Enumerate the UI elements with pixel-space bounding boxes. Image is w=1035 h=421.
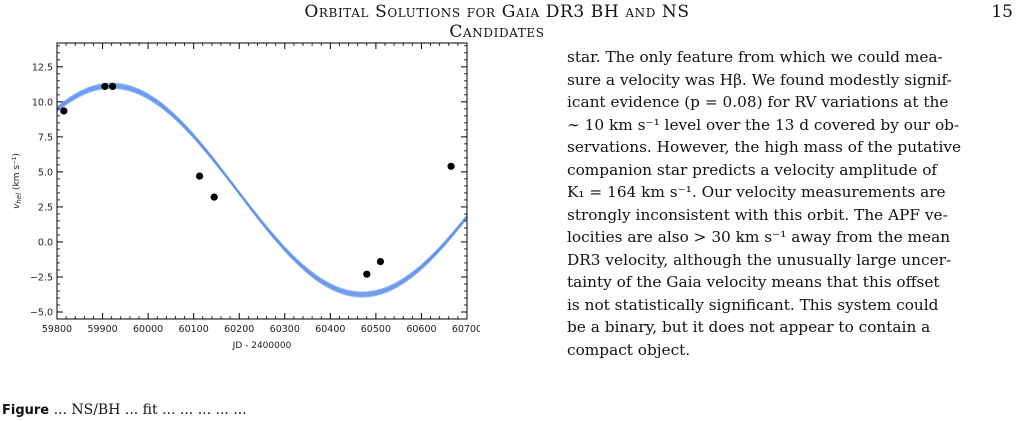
running-head: Orbital Solutions for Gaia DR3 BH and NS… [304, 2, 690, 42]
body-line: is not statistically significant. This s… [567, 295, 939, 314]
body-line: servations. However, the high mass of th… [567, 138, 962, 156]
model-band-group [57, 82, 467, 298]
x-tick-label: 60600 [406, 324, 436, 335]
model-curve [57, 83, 467, 297]
body-line: sure a velocity was Hβ. We found modestl… [567, 70, 952, 89]
body-line: locities are also > 30 km s⁻¹ away from … [567, 228, 951, 246]
y-tick-label: −2.5 [30, 272, 53, 283]
x-tick-label: 60400 [315, 324, 345, 335]
y-axis-label-units: (km s⁻¹) [12, 153, 22, 193]
body-line: compact object. [567, 340, 691, 359]
y-tick-label: 7.5 [38, 132, 53, 143]
figure-caption: Figure ... NS/BH ... fit ... ... ... ...… [2, 399, 472, 421]
rv-chart: 59800 59900 60000 60100 60200 60300 60400 60500… [12, 42, 480, 351]
body-line: ∼ 10 km s⁻¹ level over the 13 d covered … [567, 115, 960, 134]
body-line: tainty of the Gaia velocity means that t… [567, 273, 940, 291]
body-line: star. The only feature from which we cou… [567, 48, 943, 66]
body-line: DR3 velocity, although the unusually lar… [567, 250, 952, 269]
data-point [376, 257, 385, 266]
data-point [108, 82, 117, 91]
model-curve [57, 84, 467, 296]
data-point [447, 162, 455, 170]
x-axis-label: JD - 2400000 [232, 341, 292, 351]
model-curve [57, 82, 467, 298]
model-curve [57, 83, 467, 297]
data-point [101, 82, 109, 91]
x-tick-label: 60700 [452, 324, 480, 335]
data-point [363, 270, 371, 278]
y-tick-label: 2.5 [38, 202, 53, 213]
x-tick-label: 60200 [224, 324, 254, 335]
model-curve [57, 85, 467, 295]
y-tick-label: 5.0 [38, 167, 53, 178]
body-line: companion star predicts a velocity ampli… [567, 160, 938, 179]
x-tick-label: 59800 [42, 324, 72, 335]
body-line: strongly inconsistent with this orbit. T… [567, 205, 948, 224]
data-points-group [60, 82, 455, 278]
body-line: icant evidence (p = 0.08) for RV variati… [567, 93, 949, 111]
plot-frame [56, 42, 468, 320]
x-tick-label: 60300 [270, 324, 300, 335]
y-tick-label: 10.0 [32, 97, 53, 108]
model-curve [57, 86, 467, 295]
rv-figure: 59800 59900 60000 60100 60200 60300 60400 60500… [0, 30, 480, 360]
caption-label: Figure [2, 403, 50, 418]
body-paragraph: star. The only feature from which we cou… [567, 46, 1010, 361]
axis-ticks-group: 59800 59900 60000 60100 60200 60300 60400 60500… [30, 43, 480, 335]
y-axis-label-main: v [12, 203, 22, 209]
y-axis-label: vhel (km s⁻¹) [12, 153, 23, 209]
x-tick-label: 60100 [179, 324, 209, 335]
y-axis-label-sub: hel [15, 193, 23, 204]
y-tick-label: 0.0 [38, 237, 53, 248]
model-curve [57, 86, 467, 294]
data-point [60, 107, 68, 115]
body-line: K₁ = 164 km s⁻¹. Our velocity measuremen… [567, 183, 946, 201]
y-tick-label: 12.5 [32, 62, 53, 73]
caption-text: ... NS/BH ... fit ... ... ... ... ... [49, 402, 247, 418]
data-point [195, 172, 204, 180]
x-tick-label: 60500 [361, 324, 391, 335]
y-tick-label: −5.0 [30, 307, 53, 318]
page-number: 15 [991, 2, 1013, 22]
x-tick-label: 60000 [133, 324, 163, 335]
x-tick-label: 59900 [87, 324, 117, 335]
data-point [210, 193, 218, 201]
body-line: be a binary, but it does not appear to c… [567, 318, 931, 336]
